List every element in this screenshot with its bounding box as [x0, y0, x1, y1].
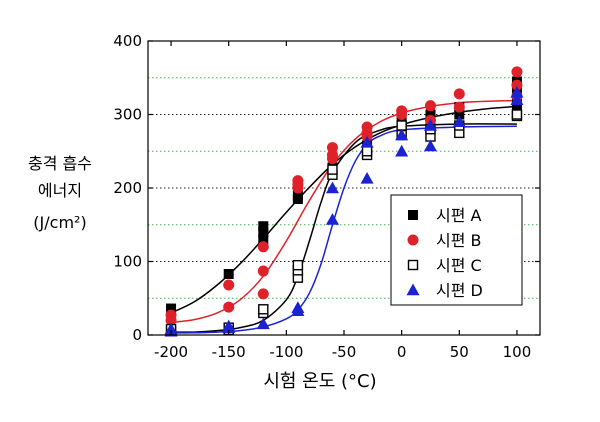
data-point-series-3 — [395, 128, 409, 141]
data-point-series-1 — [257, 288, 269, 300]
data-point-series-0 — [425, 109, 436, 120]
data-point-series-1 — [292, 175, 304, 187]
data-point-series-3 — [452, 115, 466, 128]
data-markers — [164, 66, 524, 337]
data-point-series-1 — [511, 79, 523, 91]
x-tick-label: 0 — [397, 343, 407, 361]
data-point-series-1 — [511, 66, 523, 78]
x-tick-label: -50 — [332, 343, 357, 361]
data-point-series-3 — [423, 139, 437, 152]
x-axis-label: 시험 온도 (°C) — [263, 371, 376, 392]
data-point-series-3 — [325, 181, 339, 194]
x-tick-label: -200 — [154, 343, 188, 361]
data-point-series-3 — [291, 301, 305, 314]
data-point-series-1 — [326, 142, 338, 154]
data-point-series-1 — [396, 105, 408, 117]
data-point-series-3 — [222, 319, 236, 332]
legend-marker-series-0 — [408, 210, 418, 220]
y-tick-label: 100 — [113, 253, 142, 271]
data-point-series-0 — [454, 109, 465, 120]
x-tick-label: -150 — [212, 343, 246, 361]
data-point-series-1 — [257, 241, 269, 253]
y-axis-label: 충격 흡수 에너지 (J/cm²) — [28, 154, 92, 232]
data-point-series-3 — [395, 144, 409, 157]
data-point-series-3 — [325, 213, 339, 225]
y-axis-label-line-1: 충격 흡수 — [28, 154, 92, 173]
legend: 시편 A 시편 B 시편 C 시편 D — [390, 194, 523, 306]
data-point-series-2 — [292, 259, 304, 271]
legend-marker-series-2 — [407, 259, 419, 271]
data-point-series-0 — [258, 227, 269, 238]
data-point-series-3 — [256, 317, 270, 330]
x-tick-label: -100 — [269, 343, 303, 361]
data-point-series-0 — [166, 303, 177, 314]
legend-label-series-2: 시편 C — [436, 256, 482, 275]
data-point-series-1 — [453, 101, 465, 113]
data-point-series-0 — [292, 190, 303, 201]
data-point-series-3 — [510, 85, 524, 98]
legend-marker-series-1 — [407, 234, 419, 246]
y-axis-label-line-3: (J/cm²) — [33, 213, 86, 232]
axes: 0 100 200 300 400 -200 -150 -100 -50 0 50 100 — [113, 32, 540, 361]
y-axis-label-line-2: 에너지 — [38, 181, 82, 200]
x-tick-label: 100 — [503, 343, 532, 361]
data-point-series-0 — [223, 268, 234, 279]
legend-label-series-0: 시편 A — [436, 206, 482, 225]
data-point-series-3 — [360, 171, 374, 184]
data-point-series-3 — [164, 322, 178, 335]
data-point-series-3 — [360, 135, 374, 148]
data-point-series-2 — [327, 164, 338, 175]
data-point-series-1 — [165, 309, 177, 321]
data-point-series-1 — [424, 100, 436, 112]
data-point-series-3 — [423, 119, 437, 131]
x-tick-label: 50 — [450, 343, 469, 361]
data-point-series-3 — [510, 93, 524, 105]
legend-marker-series-3 — [406, 283, 420, 296]
data-point-series-2 — [511, 109, 523, 120]
data-point-series-0 — [258, 221, 269, 232]
legend-label-series-3: 시편 D — [436, 281, 483, 300]
data-point-series-0 — [258, 234, 269, 245]
data-point-series-2 — [258, 304, 269, 315]
data-point-series-2 — [361, 146, 373, 157]
data-point-series-1 — [361, 121, 373, 133]
data-point-series-1 — [453, 88, 465, 100]
y-tick-label: 400 — [113, 32, 142, 50]
legend-label-series-1: 시편 B — [436, 231, 482, 250]
y-tick-label: 300 — [113, 106, 142, 124]
data-point-series-1 — [257, 265, 269, 277]
data-point-series-1 — [223, 301, 235, 313]
y-tick-label: 200 — [113, 179, 142, 197]
y-tick-label: 0 — [132, 326, 142, 344]
data-point-series-1 — [223, 279, 235, 291]
data-point-series-0 — [511, 102, 522, 113]
